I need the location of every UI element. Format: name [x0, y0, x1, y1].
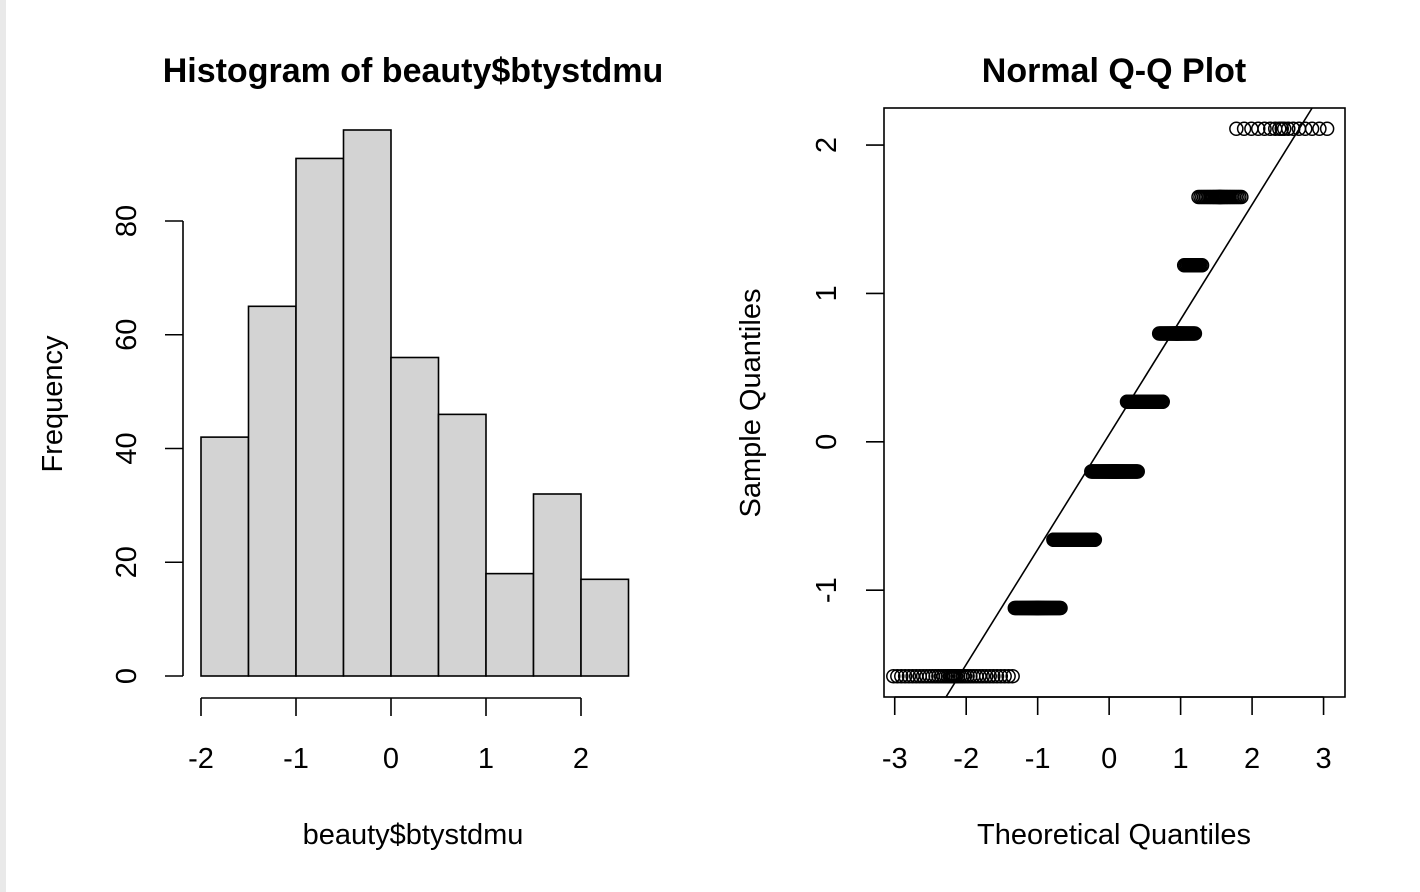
qq-point	[1276, 121, 1292, 137]
qq-point	[901, 668, 917, 684]
qq-point	[1312, 121, 1327, 137]
qq-point	[982, 668, 997, 684]
qq-point	[886, 668, 901, 684]
histogram-bar	[580, 578, 630, 677]
qq-y-tick-label: -1	[811, 577, 843, 603]
qq-x-tick-label: 2	[1244, 743, 1260, 775]
histogram-x-tick-label: 2	[573, 743, 589, 775]
qq-plot-panel: Normal Q-Q Plot Theoretical Quantiles Sa…	[735, 52, 1346, 851]
qq-point	[989, 668, 1005, 684]
qq-y-tick-label: 2	[811, 137, 843, 153]
qq-point	[1250, 121, 1266, 137]
qq-x-tick-label: 1	[1173, 743, 1189, 775]
qq-plot-title: Normal Q-Q Plot	[982, 52, 1246, 90]
qq-reference-line	[945, 107, 1313, 698]
histogram-bar	[247, 305, 297, 677]
qq-point	[1187, 326, 1203, 341]
qq-reference-line-group	[945, 107, 1313, 698]
qq-point	[890, 668, 905, 684]
histogram-y-tick-label: 40	[111, 432, 143, 464]
qq-axes: -3 -2 -1 0 1 2 3 -1 0 1 2	[811, 137, 1332, 775]
histogram-bar	[437, 413, 487, 677]
qq-x-axis-label: Theoretical Quantiles	[977, 819, 1251, 851]
qq-x-tick-label: -2	[953, 743, 979, 775]
qq-point	[1053, 600, 1068, 616]
histogram-x-axis-label: beauty$btystdmu	[303, 819, 524, 851]
histogram-x-tick-label: -2	[188, 743, 214, 775]
histogram-bar	[342, 129, 392, 677]
qq-point	[978, 668, 994, 684]
window-edge	[0, 0, 6, 892]
qq-plot-box	[883, 107, 1346, 698]
histogram-y-tick-label: 60	[111, 319, 143, 351]
qq-x-tick-label: 3	[1315, 743, 1331, 775]
qq-point	[1194, 258, 1210, 273]
histogram-bar	[390, 356, 440, 677]
qq-point	[1087, 532, 1103, 547]
qq-point	[986, 668, 1001, 684]
qq-point	[1130, 464, 1145, 479]
qq-y-tick-label: 1	[811, 285, 843, 301]
histogram-bar	[200, 436, 250, 677]
qq-point	[1236, 121, 1252, 137]
qq-point	[905, 668, 920, 684]
histogram-y-tick-label: 20	[111, 546, 143, 578]
qq-point	[993, 668, 1009, 684]
qq-point	[1234, 189, 1249, 205]
qq-points	[886, 121, 1335, 684]
qq-point	[1229, 121, 1244, 137]
qq-point	[1155, 394, 1170, 410]
qq-point	[1001, 668, 1016, 684]
histogram-bar	[295, 157, 345, 677]
qq-x-tick-label: -3	[882, 743, 908, 775]
histogram-y-axis-label: Frequency	[37, 335, 69, 473]
histogram-x-tick-label: 1	[478, 743, 494, 775]
histogram-bar	[532, 493, 582, 677]
qq-y-tick-label: 0	[811, 434, 843, 450]
qq-point	[997, 668, 1012, 684]
histogram-x-tick-label: 0	[383, 743, 399, 775]
histogram-title: Histogram of beauty$btystdmu	[163, 52, 664, 90]
qq-point	[1281, 121, 1296, 137]
qq-point	[1257, 121, 1272, 137]
qq-point	[972, 668, 987, 684]
histogram-bars	[200, 129, 630, 677]
qq-point	[897, 668, 913, 684]
histogram-panel: Histogram of beauty$btystdmu beauty$btys…	[37, 52, 663, 851]
qq-point	[1304, 121, 1320, 137]
histogram-bar	[485, 572, 535, 677]
histogram-y-tick-label: 0	[111, 668, 143, 684]
qq-point	[894, 668, 909, 684]
qq-point	[1263, 121, 1278, 137]
qq-x-tick-label: -1	[1025, 743, 1051, 775]
histogram-y-tick-label: 80	[111, 205, 143, 237]
qq-point	[975, 668, 991, 684]
qq-point	[1005, 668, 1020, 684]
qq-x-tick-label: 0	[1101, 743, 1117, 775]
qq-point	[1319, 121, 1335, 137]
qq-y-axis-label: Sample Quantiles	[735, 289, 767, 518]
histogram-x-tick-label: -1	[283, 743, 309, 775]
